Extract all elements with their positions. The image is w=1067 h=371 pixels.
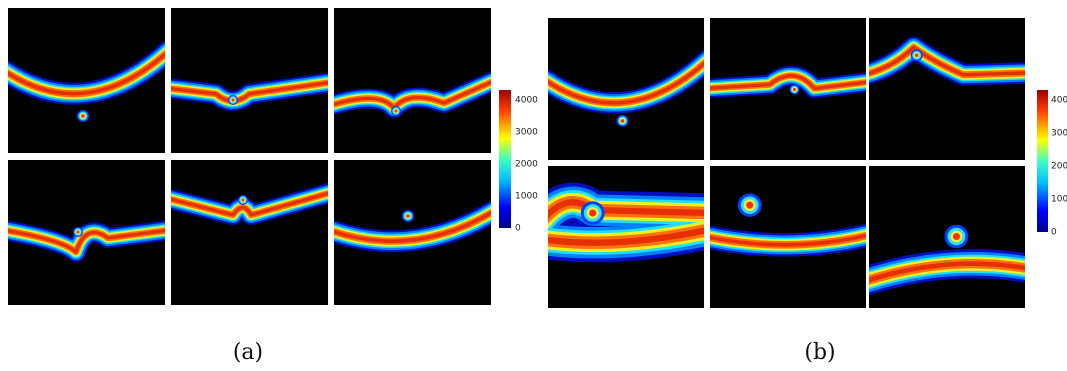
panel [8, 8, 165, 153]
panel-bg [334, 8, 491, 153]
band-layer [8, 229, 165, 254]
particle [394, 109, 398, 113]
band [8, 40, 165, 122]
caption: (b) [804, 340, 835, 365]
colorbar-tick-label: 4000 [1051, 96, 1067, 106]
band-layer [869, 261, 1025, 283]
band-layer [334, 210, 491, 243]
band-layer [8, 51, 165, 96]
particle [952, 232, 961, 241]
band-layer [869, 45, 1025, 77]
colorbar-tick-label: 3000 [1051, 129, 1067, 139]
particle [914, 53, 919, 57]
caption: (a) [233, 340, 263, 365]
band [869, 224, 1025, 296]
particle [76, 230, 80, 234]
panel [710, 18, 866, 160]
colorbar-tick-label: 0 [1051, 228, 1057, 238]
panel-bg [171, 160, 328, 305]
band [869, 36, 1025, 86]
band-layer [710, 74, 866, 91]
particle [406, 214, 410, 218]
panel [8, 160, 165, 305]
panel [171, 160, 328, 305]
colorbar-tick-label: 1000 [1051, 195, 1067, 205]
band [548, 182, 704, 263]
colorbar-tick-label: 1000 [515, 192, 538, 202]
band [171, 72, 328, 111]
colorbar-tick-label: 3000 [515, 128, 538, 138]
panel [171, 8, 328, 153]
particle [81, 114, 85, 118]
particle [792, 88, 796, 91]
band [334, 200, 491, 253]
panel [710, 166, 866, 308]
particle [589, 209, 597, 217]
panel-bg [869, 18, 1025, 160]
band [334, 71, 491, 118]
particle [231, 98, 235, 102]
band-layer [171, 191, 328, 217]
colorbar-tick-label: 2000 [1051, 162, 1067, 172]
panel [869, 18, 1025, 160]
panel [548, 166, 704, 308]
band-layer [548, 61, 704, 105]
panel [869, 166, 1025, 308]
colorbar-tick-label: 4000 [515, 96, 538, 106]
colorbar-tick-label: 0 [515, 224, 521, 234]
band [710, 65, 866, 99]
particle [620, 119, 625, 123]
band [710, 193, 866, 257]
band [548, 49, 704, 127]
panel [548, 18, 704, 160]
panel [334, 160, 491, 305]
colorbar [499, 90, 511, 228]
colorbar [1037, 90, 1048, 232]
band [171, 183, 328, 225]
particle [241, 198, 245, 202]
particle [746, 201, 754, 209]
panel [334, 8, 491, 153]
band [8, 220, 165, 262]
band-layer [710, 233, 866, 247]
colorbar-tick-label: 2000 [515, 160, 538, 170]
